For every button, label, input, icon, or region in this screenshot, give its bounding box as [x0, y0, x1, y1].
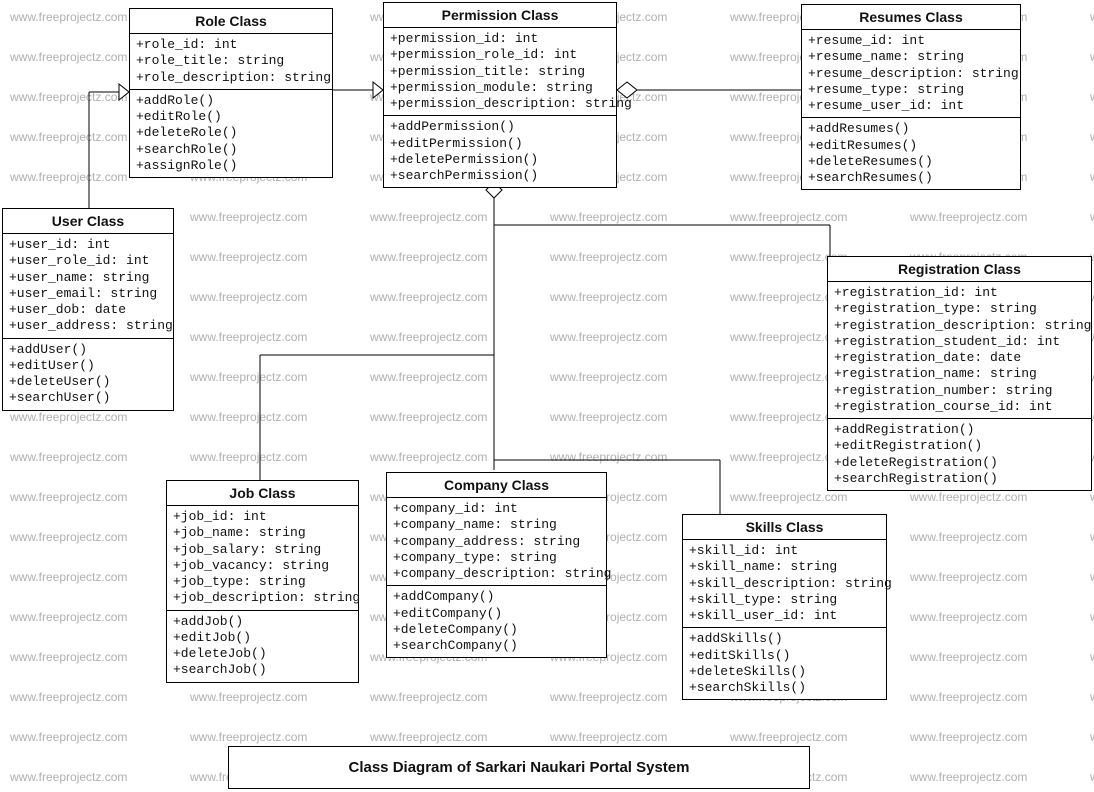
class-title: User Class — [3, 209, 173, 234]
class-attrs: +skill_id: int+skill_name: string+skill_… — [683, 540, 886, 628]
class-methods: +addCompany()+editCompany()+deleteCompan… — [387, 586, 606, 657]
class-methods: +addUser()+editUser()+deleteUser()+searc… — [3, 339, 173, 410]
class-skills: Skills Class +skill_id: int+skill_name: … — [682, 514, 887, 700]
class-attrs: +registration_id: int+registration_type:… — [828, 282, 1091, 419]
class-methods: +addSkills()+editSkills()+deleteSkills()… — [683, 628, 886, 699]
class-attrs: +company_id: int+company_name: string+co… — [387, 498, 606, 586]
class-registration: Registration Class +registration_id: int… — [827, 256, 1092, 491]
class-title: Resumes Class — [802, 5, 1020, 30]
class-job: Job Class +job_id: int+job_name: string+… — [166, 480, 359, 683]
class-title: Role Class — [130, 9, 332, 34]
class-title: Registration Class — [828, 257, 1091, 282]
class-methods: +addPermission()+editPermission()+delete… — [384, 116, 616, 187]
class-attrs: +resume_id: int+resume_name: string+resu… — [802, 30, 1020, 118]
class-role: Role Class +role_id: int+role_title: str… — [129, 8, 333, 178]
class-methods: +addResumes()+editResumes()+deleteResume… — [802, 118, 1020, 189]
class-attrs: +permission_id: int+permission_role_id: … — [384, 28, 616, 116]
diagram-title: Class Diagram of Sarkari Naukari Portal … — [228, 746, 810, 789]
class-resumes: Resumes Class +resume_id: int+resume_nam… — [801, 4, 1021, 190]
class-attrs: +role_id: int+role_title: string+role_de… — [130, 34, 332, 90]
class-methods: +addRole()+editRole()+deleteRole()+searc… — [130, 90, 332, 177]
class-title: Permission Class — [384, 3, 616, 28]
class-permission: Permission Class +permission_id: int+per… — [383, 2, 617, 188]
class-title: Skills Class — [683, 515, 886, 540]
class-company: Company Class +company_id: int+company_n… — [386, 472, 607, 658]
class-attrs: +job_id: int+job_name: string+job_salary… — [167, 506, 358, 611]
class-methods: +addJob()+editJob()+deleteJob()+searchJo… — [167, 611, 358, 682]
class-user: User Class +user_id: int+user_role_id: i… — [2, 208, 174, 411]
class-methods: +addRegistration()+editRegistration()+de… — [828, 419, 1091, 490]
class-title: Company Class — [387, 473, 606, 498]
class-title: Job Class — [167, 481, 358, 506]
class-attrs: +user_id: int+user_role_id: int+user_nam… — [3, 234, 173, 339]
